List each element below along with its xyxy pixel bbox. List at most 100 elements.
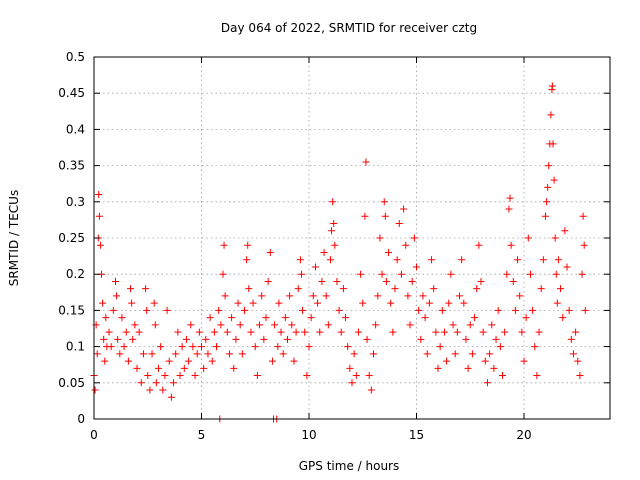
data-point [294,285,302,293]
data-point [533,372,541,380]
data-point [102,314,110,322]
data-point [185,357,193,365]
data-point [492,335,500,343]
data-point [449,321,457,329]
data-point [129,335,137,343]
data-point [151,321,159,329]
data-point [468,350,476,358]
chart-title: Day 064 of 2022, SRMTID for receiver czt… [221,21,477,35]
data-point [499,372,506,380]
data-point [460,299,468,307]
data-point [438,306,446,314]
y-tick-label: 0.2 [66,267,85,281]
data-point [481,357,489,365]
data-point [146,386,154,394]
data-point [453,328,461,336]
grid [94,57,610,419]
data-point [537,285,545,293]
data-point [406,321,414,329]
data-point [393,256,401,264]
data-point [198,343,205,351]
data-point [559,314,567,322]
data-point [382,277,390,285]
data-point [381,212,389,220]
data-point [159,386,167,394]
data-point [490,364,498,372]
data-point [238,350,246,358]
data-points [90,82,589,423]
y-tick-label: 0.5 [66,50,85,64]
data-point [268,357,276,365]
data-point [337,328,345,336]
data-point [105,328,113,336]
data-point [348,379,356,387]
data-point [363,335,371,343]
data-point [553,299,561,307]
data-point [443,357,451,365]
x-tick-label: 0 [90,428,98,442]
data-point [93,350,101,358]
data-point [531,343,539,351]
data-point [329,198,337,206]
data-point [567,335,575,343]
data-point [316,328,324,336]
data-point [113,292,121,300]
data-point [225,350,233,358]
data-point [178,343,186,351]
data-point [561,227,569,235]
data-point [127,285,135,293]
data-point [247,328,255,336]
data-point [215,306,223,314]
data-point [161,372,169,380]
data-point [167,393,175,401]
data-point [524,234,532,242]
data-point [545,162,553,170]
data-point [297,270,305,278]
data-point [193,350,201,358]
x-tick-label: 5 [198,428,206,442]
data-point [143,306,151,314]
data-point [578,270,586,278]
data-point [367,386,375,394]
y-axis-label: SRMTID / TECUs [7,190,21,286]
data-point [131,321,139,329]
data-point [137,379,145,387]
data-point [410,234,418,242]
y-tick-label: 0.35 [58,159,85,173]
data-point [466,321,474,329]
data-point [327,256,334,264]
data-point [217,321,225,329]
data-point [511,306,519,314]
data-point [292,328,300,336]
data-point [95,212,103,220]
data-point [389,328,397,336]
data-point [543,198,551,206]
data-point [425,299,433,307]
data-point [174,328,182,336]
data-point [397,270,405,278]
data-point [144,372,152,380]
data-point [374,292,382,300]
data-point [112,277,119,285]
data-point [176,372,184,380]
data-point [189,343,197,351]
data-point [187,321,195,329]
data-point [220,241,228,249]
data-point [324,321,332,329]
data-point [357,270,365,278]
data-point [253,372,261,380]
data-point [550,176,558,184]
data-point [486,350,494,358]
data-point [415,306,423,314]
data-point [256,321,264,329]
data-point [554,256,562,264]
data-point [107,343,115,351]
data-point [505,205,513,213]
x-tick-label: 15 [409,428,424,442]
data-point [503,270,511,278]
data-point [507,241,515,249]
data-point [378,270,386,278]
data-point [157,343,165,351]
data-point [413,263,420,271]
data-point [572,328,580,336]
